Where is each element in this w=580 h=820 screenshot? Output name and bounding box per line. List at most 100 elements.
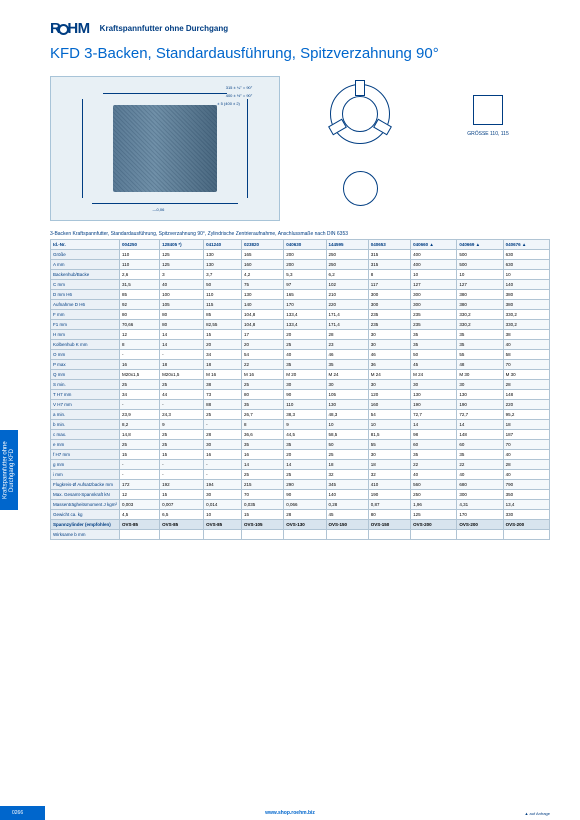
cell: 170 [457, 510, 503, 520]
cell: 90 [284, 490, 326, 500]
cell: 34 [204, 350, 242, 360]
cell: M 24 [326, 370, 368, 380]
cell: 115 [204, 300, 242, 310]
cell: 58,5 [326, 430, 368, 440]
cell: 38 [204, 380, 242, 390]
table-row: Gewicht ca. kg4,56,51015284580125170330 [51, 510, 550, 520]
cell: - [160, 350, 204, 360]
cell: 28 [326, 330, 368, 340]
cell: - [204, 460, 242, 470]
cell: 38,3 [284, 410, 326, 420]
cell: 80 [120, 310, 160, 320]
cell: 3,7 [204, 270, 242, 280]
cell: - [120, 460, 160, 470]
cell [241, 530, 283, 540]
table-row: Backenhub/Backe2,633,74,25,36,28101010 [51, 270, 550, 280]
cell: 14 [160, 330, 204, 340]
cell: 500 [457, 260, 503, 270]
row-label: D mm H6 [51, 290, 120, 300]
cell [411, 530, 457, 540]
row-label: F1 mm [51, 320, 120, 330]
cell: 200 [284, 260, 326, 270]
cell: 80 [368, 510, 410, 520]
cell: 190 [368, 490, 410, 500]
cell: 54 [241, 350, 283, 360]
cell: 104,8 [241, 310, 283, 320]
cell: 148 [457, 430, 503, 440]
cell: OVS-200 [503, 520, 549, 530]
front-view-figure [298, 76, 422, 152]
cell: 127 [457, 280, 503, 290]
cell: 235 [368, 310, 410, 320]
table-row: C mm31,540507597102117127127140 [51, 280, 550, 290]
cell: 16 [204, 450, 242, 460]
cell: 187 [503, 430, 549, 440]
cell: OVS-150 [326, 520, 368, 530]
cell: 25 [284, 470, 326, 480]
cell: 44 [160, 390, 204, 400]
cell: 35 [411, 330, 457, 340]
cell: 125 [411, 510, 457, 520]
table-row: i mm---25253232404040 [51, 470, 550, 480]
cell: 140 [326, 490, 368, 500]
cell: 4,5 [120, 510, 160, 520]
cell: 34 [120, 390, 160, 400]
cell: - [160, 400, 204, 410]
cell: 10 [457, 270, 503, 280]
cell: 35 [411, 450, 457, 460]
cell: 30 [368, 330, 410, 340]
cell: 80 [241, 390, 283, 400]
cell: 25 [120, 440, 160, 450]
cell: 630 [503, 250, 549, 260]
cell: 130 [411, 390, 457, 400]
row-label: O mm [51, 350, 120, 360]
cell: 410 [368, 480, 410, 490]
cell: 40 [503, 450, 549, 460]
table-row: P max16181822353536454870 [51, 360, 550, 370]
cell: 40 [160, 280, 204, 290]
cell: 210 [326, 290, 368, 300]
cell: 30 [368, 380, 410, 390]
cell: 38 [503, 330, 549, 340]
cell: 50 [326, 440, 368, 450]
cell: - [160, 460, 204, 470]
cell: OVS-85 [120, 520, 160, 530]
cell: 110 [284, 400, 326, 410]
cell: 8 [241, 420, 283, 430]
cell: 35 [457, 330, 503, 340]
cell: 35 [411, 340, 457, 350]
cell: 290 [284, 480, 326, 490]
cell: 10 [503, 270, 549, 280]
cell: 117 [368, 280, 410, 290]
cell: 130 [326, 400, 368, 410]
cell: 35 [284, 440, 326, 450]
cell: 6,2 [326, 270, 368, 280]
cell: 36 [368, 360, 410, 370]
table-row: T H7 mm3444738090105120130130148 [51, 390, 550, 400]
cell: 170 [284, 300, 326, 310]
row-label: T H7 mm [51, 390, 120, 400]
cell: 0,007 [160, 500, 204, 510]
cell: 97 [284, 280, 326, 290]
cell: 130 [204, 250, 242, 260]
cell: OVS-105 [241, 520, 283, 530]
cell: 680 [457, 480, 503, 490]
cell: 35 [241, 400, 283, 410]
cell: 28 [503, 460, 549, 470]
cell: 40 [284, 350, 326, 360]
cell: 14 [411, 420, 457, 430]
cell: 28 [284, 510, 326, 520]
cell: 630 [503, 260, 549, 270]
cell: 40 [411, 470, 457, 480]
cell: 110 [120, 260, 160, 270]
cell: 75 [241, 280, 283, 290]
table-row: D mm H685100110130165210300300380380 [51, 290, 550, 300]
cell [368, 530, 410, 540]
cell: 13,4 [503, 500, 549, 510]
row-label: e mm [51, 440, 120, 450]
cell: 9 [160, 420, 204, 430]
cell: 15 [204, 330, 242, 340]
cell: 8 [120, 340, 160, 350]
row-label: F mm [51, 310, 120, 320]
cell: 160 [241, 260, 283, 270]
